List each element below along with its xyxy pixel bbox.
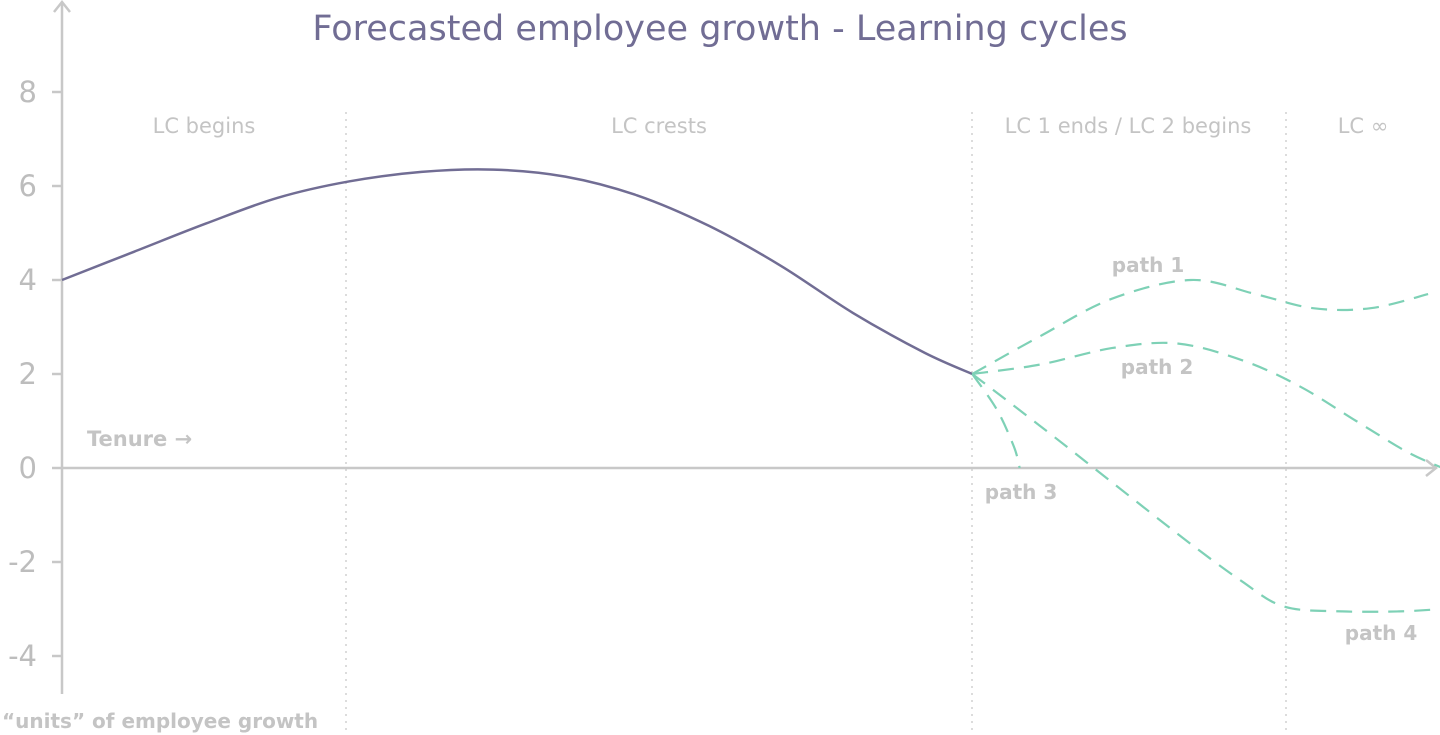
series-path-1 — [971, 278, 1429, 375]
y-tick-label: -2 — [8, 545, 37, 579]
y-tick-label: 4 — [19, 263, 37, 297]
y-tick-label: 6 — [19, 169, 37, 203]
series-main — [61, 168, 973, 376]
y-axis-arrow — [53, 0, 71, 13]
y-tick-label: -4 — [8, 639, 37, 673]
series-path-3 — [971, 373, 1021, 469]
axes — [53, 0, 1439, 694]
phase-labels: LC begins LC crests LC 1 ends / LC 2 begin… — [153, 114, 1389, 138]
phase-label-2: LC crests — [611, 114, 707, 138]
series-label-path-1: path 1 — [1112, 253, 1185, 277]
y-tick-label: 0 — [19, 451, 37, 485]
phase-label-1: LC begins — [153, 114, 256, 138]
phase-label-4: LC ∞ — [1338, 114, 1389, 138]
series-label-path-4: path 4 — [1345, 621, 1418, 645]
y-axis-label: “units” of employee growth — [2, 709, 318, 733]
series-label-path-2: path 2 — [1121, 355, 1194, 379]
phase-label-3: LC 1 ends / LC 2 begins — [1005, 114, 1252, 138]
x-axis-annotation: Tenure → — [87, 427, 192, 451]
series-path-2 — [972, 341, 1440, 469]
series-path-4 — [971, 373, 1440, 613]
x-axis-arrow — [1425, 459, 1439, 477]
series-label-path-3: path 3 — [985, 480, 1058, 504]
y-ticks: 8 6 4 2 0 -2 -4 — [8, 75, 62, 673]
y-tick-label: 2 — [19, 357, 37, 391]
series-lines — [61, 168, 1440, 613]
y-tick-label: 8 — [19, 75, 37, 109]
chart-title: Forecasted employee growth - Learning cy… — [312, 9, 1127, 49]
path-labels: path 1 path 2 path 3 path 4 — [985, 253, 1418, 645]
phase-dividers — [345, 112, 1287, 735]
